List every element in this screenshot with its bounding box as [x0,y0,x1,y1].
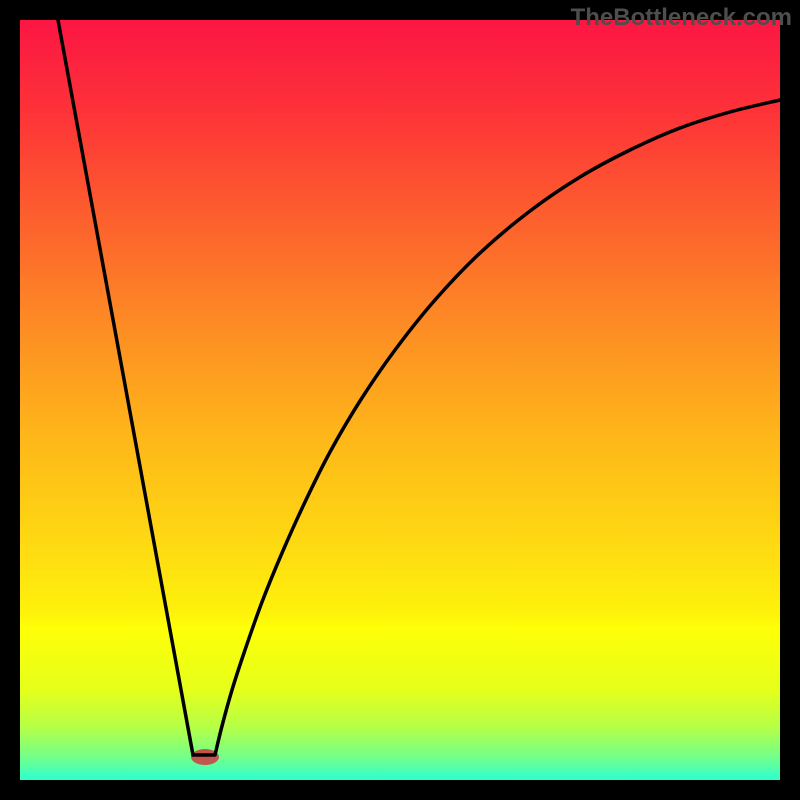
watermark-text: TheBottleneck.com [571,4,792,32]
chart-frame: TheBottleneck.com [0,0,800,800]
black-border [0,0,800,800]
